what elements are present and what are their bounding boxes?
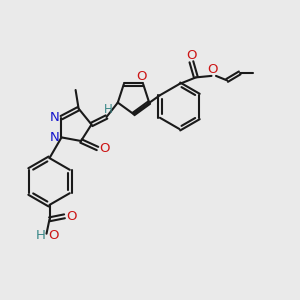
Text: O: O — [208, 63, 218, 76]
Text: H: H — [36, 229, 46, 242]
Text: N: N — [50, 131, 60, 144]
Text: O: O — [48, 229, 58, 242]
Text: N: N — [50, 111, 60, 124]
Text: O: O — [66, 210, 76, 223]
Text: O: O — [186, 49, 197, 62]
Text: O: O — [99, 142, 110, 155]
Text: O: O — [136, 70, 147, 83]
Text: H: H — [103, 103, 112, 116]
